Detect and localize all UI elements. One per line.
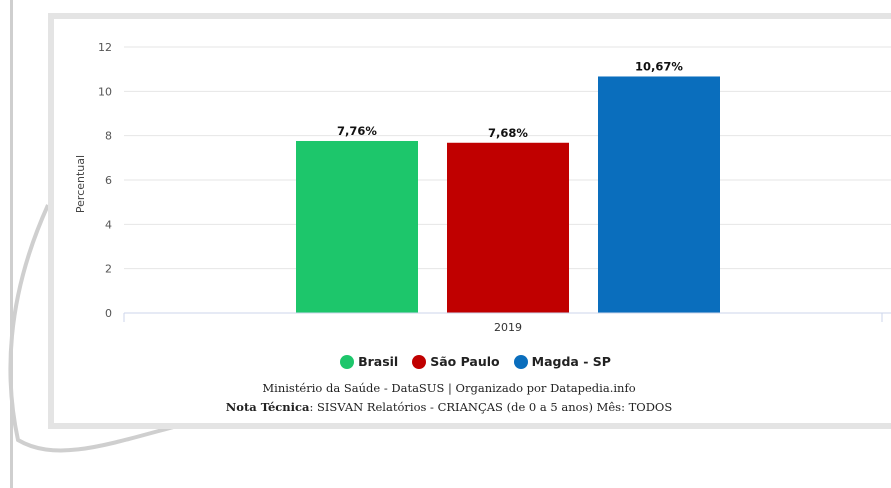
x-tick-label: 2019 <box>494 321 522 334</box>
legend-label-sao-paulo: São Paulo <box>430 354 500 369</box>
legend-label-brasil: Brasil <box>358 354 399 369</box>
legend-dot-brasil <box>340 354 355 369</box>
background-left-line <box>10 0 13 488</box>
y-tick-label: 6 <box>105 174 112 187</box>
legend-dot-sao-paulo <box>412 354 427 369</box>
y-tick-label: 2 <box>105 263 112 276</box>
legend: Brasil São Paulo Magda - SP <box>54 354 891 369</box>
y-axis-label: Percentual <box>74 155 87 213</box>
y-tick-label: 10 <box>98 85 112 98</box>
bar-s-o-paulo[interactable] <box>447 142 569 313</box>
y-axis-ticks: 0 2 4 6 8 10 12 <box>98 41 112 320</box>
legend-label-magda-sp: Magda - SP <box>531 354 611 369</box>
y-tick-label: 4 <box>105 218 112 231</box>
note-label: Nota Técnica <box>225 400 310 414</box>
data-label: 10,67% <box>635 59 683 73</box>
gridlines <box>124 46 891 270</box>
y-tick-label: 0 <box>105 307 112 320</box>
chart-card: 0 2 4 6 8 10 12 7,76% 7,68% 10,67% Percentual 20… <box>48 13 891 429</box>
data-label: 7,68% <box>488 126 528 140</box>
note-line: Nota Técnica: SISVAN Relatórios - CRIANÇ… <box>54 398 844 417</box>
bar-magda-sp[interactable] <box>598 76 720 314</box>
source-notes: Ministério da Saúde - DataSUS | Organiza… <box>54 379 844 417</box>
legend-dot-magda-sp <box>513 354 528 369</box>
bar-chart: 0 2 4 6 8 10 12 7,76% 7,68% 10,67% Percentual 20… <box>74 41 891 334</box>
legend-item-magda-sp[interactable]: Magda - SP <box>513 354 611 369</box>
data-labels: 7,76% 7,68% 10,67% <box>337 59 683 139</box>
note-text: : SISVAN Relatórios - CRIANÇAS (de 0 a 5… <box>309 400 673 414</box>
legend-item-brasil[interactable]: Brasil <box>340 354 398 369</box>
y-tick-label: 8 <box>105 130 112 143</box>
background-arc <box>8 204 201 453</box>
source-line: Ministério da Saúde - DataSUS | Organiza… <box>262 381 636 395</box>
data-label: 7,76% <box>337 124 377 138</box>
bar-brasil[interactable] <box>296 140 418 313</box>
bars <box>296 76 720 314</box>
legend-item-sao-paulo[interactable]: São Paulo <box>412 354 500 369</box>
y-tick-label: 12 <box>98 41 112 54</box>
